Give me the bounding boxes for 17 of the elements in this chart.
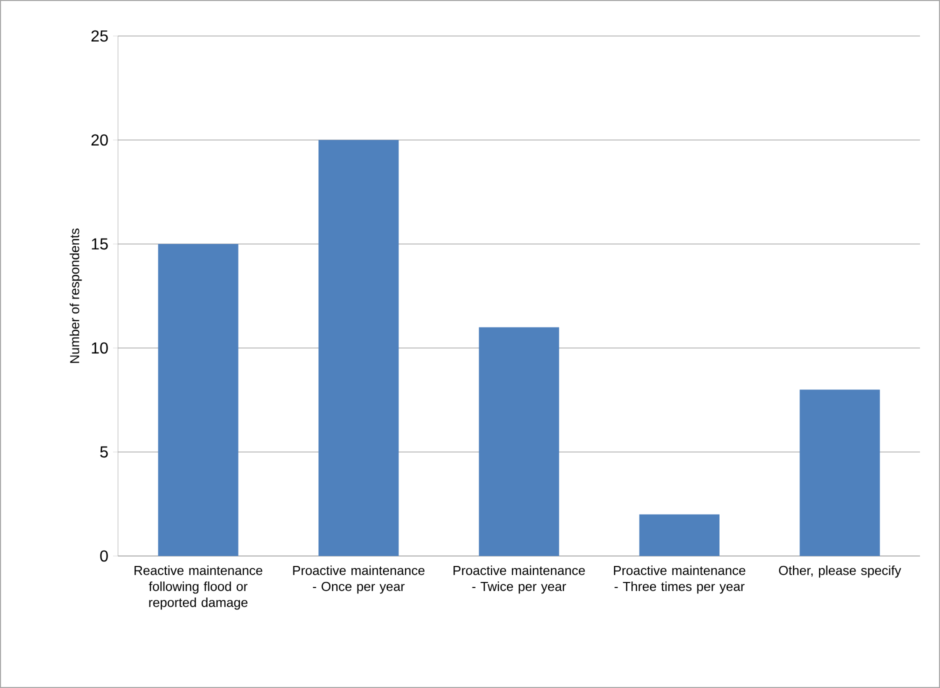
y-tick-label: 20 bbox=[91, 134, 108, 146]
x-tick-label: Reactive maintenance following flood or reported damage bbox=[134, 566, 262, 610]
x-tick-label: Proactive maintenance - Twice per year bbox=[454, 566, 585, 594]
x-tick-label: Proactive maintenance - Once per year bbox=[293, 566, 424, 594]
y-axis-title: Number of respondents bbox=[70, 228, 82, 363]
x-tick-label: Proactive maintenance - Three times per year bbox=[614, 566, 746, 594]
bar bbox=[318, 140, 399, 556]
bar bbox=[158, 244, 238, 556]
y-tick-label: 0 bbox=[100, 550, 108, 562]
bar bbox=[639, 514, 720, 556]
y-tick-label: 5 bbox=[100, 446, 108, 458]
y-tick-label: 25 bbox=[91, 30, 108, 42]
bar bbox=[800, 390, 880, 556]
x-tick-label: Other, please specify bbox=[778, 566, 902, 578]
y-tick-label: 15 bbox=[92, 238, 108, 250]
y-tick-label: 10 bbox=[92, 342, 108, 354]
bar bbox=[478, 327, 560, 556]
